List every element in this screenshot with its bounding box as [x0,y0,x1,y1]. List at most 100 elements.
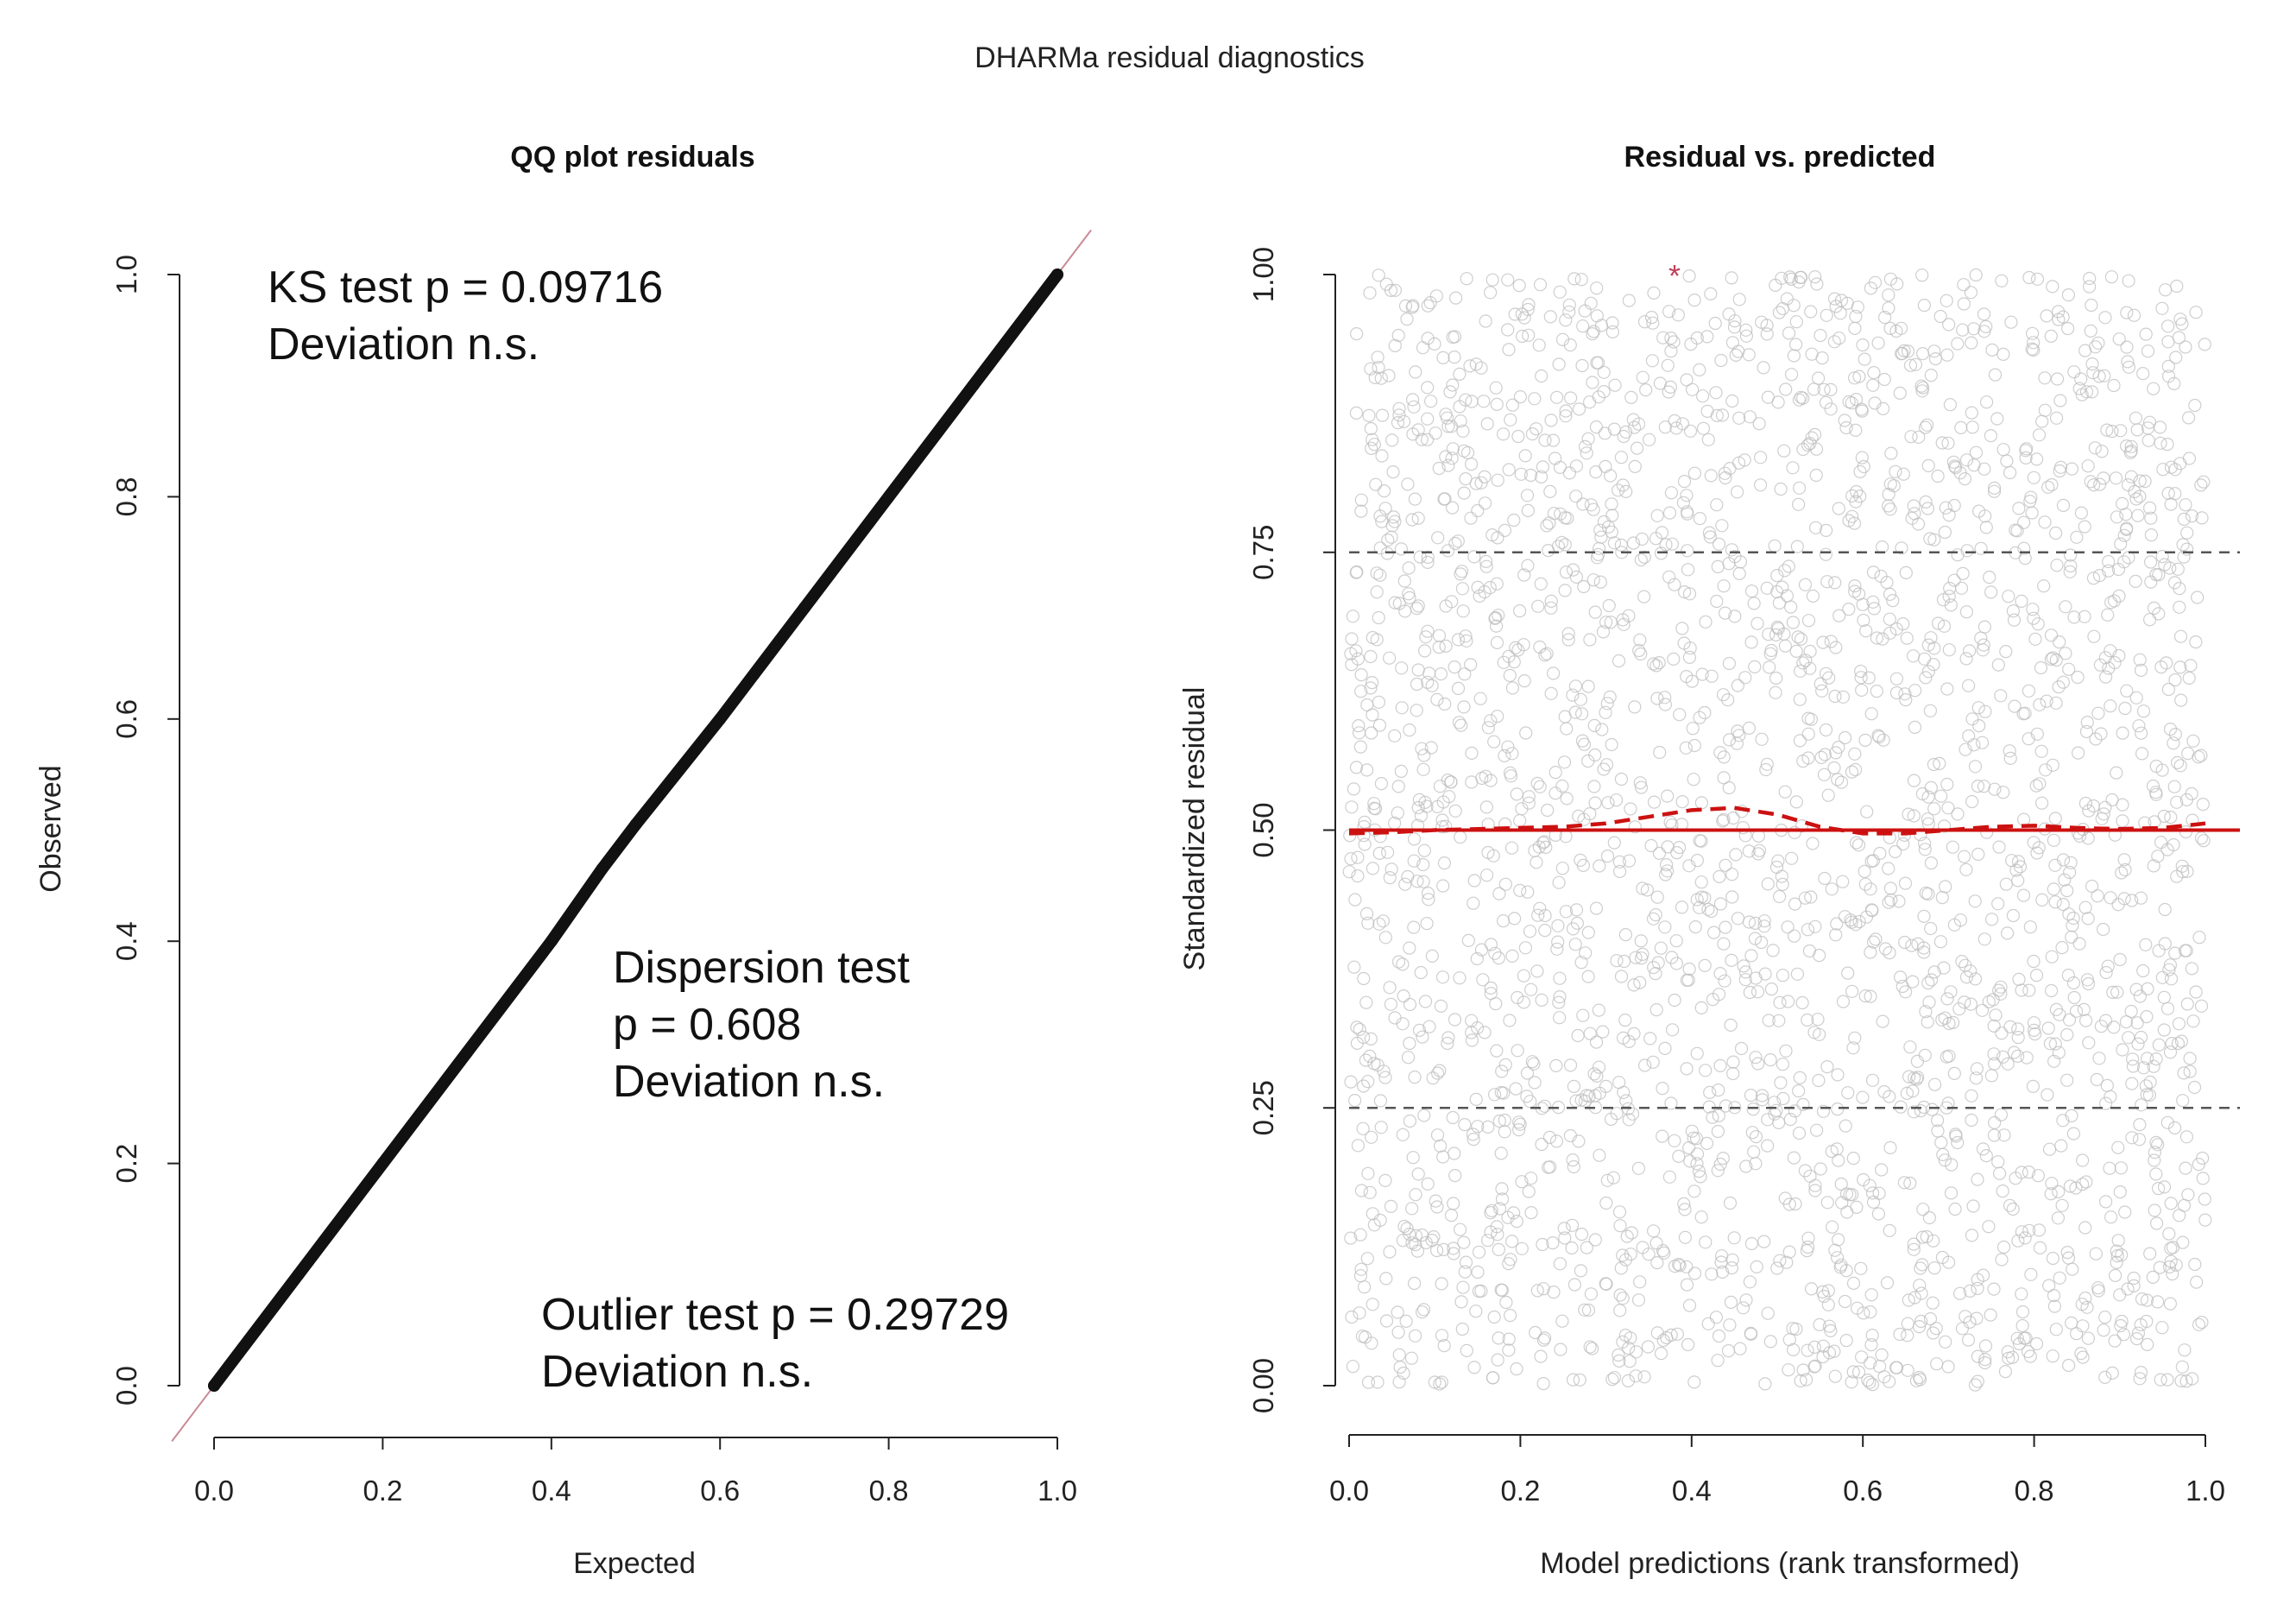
residual-point [1502,463,1516,477]
residual-point [2157,990,2171,1004]
dispersion-deviation-line: Deviation n.s. [613,1057,885,1107]
residual-point [1473,589,1486,603]
residual-point [2091,336,2105,350]
residual-point [1511,1044,1524,1058]
residual-point [2060,1073,2074,1087]
residual-point [2015,983,2028,997]
residual-point [1763,660,1776,674]
residual-point [1916,347,1930,361]
residual-point [2133,490,2147,503]
residual-point [1877,733,1890,747]
residual-point [1715,519,1729,533]
residual-point [1498,1113,1511,1128]
residual-point [1441,458,1455,472]
residual-point [1769,1103,1783,1117]
residual-point [1467,896,1480,910]
residual-point [1603,469,1618,483]
residual-point [1441,1031,1455,1045]
residual-point [2050,372,2065,386]
residual-point [1959,862,1973,876]
residual-point [1523,1095,1537,1109]
residual-point [1715,1265,1730,1279]
residual-point [1471,1265,1485,1279]
residual-point [1953,466,1967,480]
dispersion-p-line: p = 0.608 [613,1000,801,1050]
residual-point [2114,537,2128,551]
residual-point [1354,1262,1368,1276]
residual-point [1836,690,1850,704]
residual-point [1549,765,1562,780]
residual-point [1936,593,1951,607]
residual-point [1747,597,1761,610]
residual-point [1649,907,1662,922]
residual-point [1841,1086,1855,1100]
residual-point [1942,508,1956,522]
residual-point [2061,1251,2076,1265]
dispersion-test-line: Dispersion test [613,943,910,993]
residual-point [1895,541,1908,555]
residual-point [1844,913,1858,927]
residual-point [2147,859,2160,873]
residual-point [1522,796,1536,810]
residual-point [1991,658,2005,672]
residual-point [1534,470,1549,484]
residual-point [1713,897,1728,911]
residual-point [1813,677,1827,691]
residual-point [1430,1200,1444,1214]
qq-y-tick-label: 0.0 [110,1366,142,1406]
residual-point [2027,611,2041,625]
residual-point [1484,714,1498,728]
residual-point [2090,1072,2104,1087]
residual-point [2081,831,2095,845]
residual-point [1436,351,1450,364]
residual-point [1802,944,1817,958]
residual-point [1725,271,1738,285]
residual-point [2071,670,2085,685]
residual-point [1555,332,1570,346]
residual-point [1467,1361,1481,1374]
residual-point [1775,271,1788,285]
residual-point [1492,887,1506,900]
residual-point [1558,538,1572,552]
residual-point [1608,378,1622,392]
residual-point [1443,385,1457,399]
residual-point [1416,857,1430,872]
residual-point [1872,730,1886,744]
residual-point [1914,1103,1927,1118]
residual-point [2130,1016,2144,1030]
residual-point [1789,1322,1803,1336]
residual-point [1478,496,1492,510]
residual-point [2179,1161,2192,1175]
residual-point [1400,313,1414,326]
residual-point [1992,840,2006,854]
residual-point [1403,997,1417,1012]
residual-point [1902,1293,1915,1307]
residual-point [1898,687,1912,701]
residual-point [1801,1231,1815,1245]
residual-point [1897,1176,1911,1190]
residual-point [1660,1330,1674,1345]
residual-point [1914,379,1928,393]
residual-point [1857,1306,1870,1320]
residual-point [1687,1185,1701,1198]
residual-point [1989,1008,2003,1022]
residual-point [2139,327,2153,341]
residual-point [1831,1068,1845,1082]
residual-point [1927,802,1941,816]
residual-point [2160,843,2174,856]
residual-point [1903,1040,1917,1054]
residual-point [1616,1292,1630,1305]
residual-point [1646,912,1661,926]
residual-point [2056,853,2071,867]
residual-point [2171,755,2185,770]
residual-point [1770,620,1784,635]
residual-point [1738,965,1753,979]
residual-point [1480,417,1494,431]
residual-point [1410,677,1424,692]
residual-point [1871,336,1885,350]
residual-point [1347,1093,1362,1108]
residual-point [1460,445,1475,460]
residual-point [1522,298,1536,312]
residual-point [1685,674,1700,688]
residual-point [2151,850,2165,863]
